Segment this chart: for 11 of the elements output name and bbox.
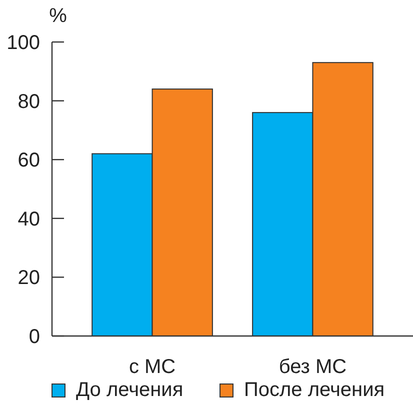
y-tick-label: 0 bbox=[28, 326, 40, 348]
legend-label: До лечения bbox=[76, 379, 184, 401]
x-tick-label: без МС bbox=[278, 356, 347, 378]
y-axis-title: % bbox=[49, 5, 68, 27]
legend-label: После лечения bbox=[244, 379, 385, 401]
y-tick-label: 60 bbox=[18, 150, 40, 172]
y-tick-label: 100 bbox=[6, 32, 40, 54]
y-tick-label: 20 bbox=[18, 267, 40, 290]
y-tick-label: 40 bbox=[18, 208, 40, 230]
x-tick-label: с МС bbox=[128, 356, 176, 378]
y-tick-label: 80 bbox=[18, 90, 40, 113]
